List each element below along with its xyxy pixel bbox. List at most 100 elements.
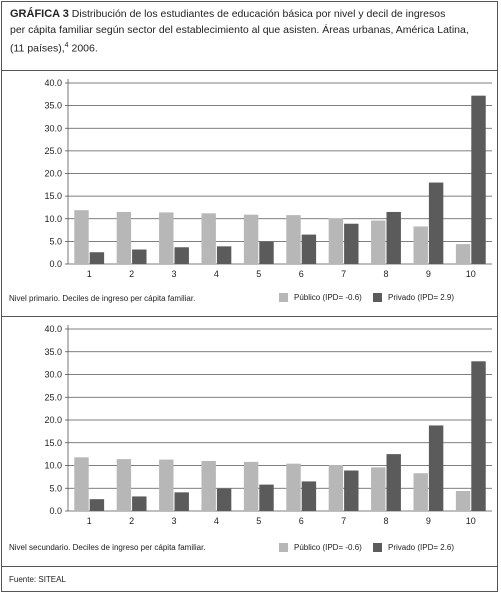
bar-privado <box>386 454 401 511</box>
primary-level-chart: 0.0 5.0 10.0 15.0 20.0 25.0 30.0 35.0 40.0 1 2 3 4 5 6… <box>44 78 492 279</box>
y-tick-label: 20.0 <box>44 415 62 425</box>
title-line-2: per cápita familiar según sector del est… <box>10 24 469 36</box>
bar-publico <box>201 460 216 511</box>
bar-publico <box>328 218 344 264</box>
bar-privado <box>344 470 359 511</box>
legend-label-privado: Privado (IPD= 2.9) <box>388 293 455 302</box>
bar-publico <box>243 461 259 511</box>
legend-privado-secondary: Privado (IPD= 2.6) <box>373 543 454 552</box>
x-tick-label: 8 <box>383 269 388 279</box>
x-tick-label: 5 <box>256 516 261 526</box>
figure-title: GRÁFICA 3 Distribución de los estudiante… <box>10 6 490 57</box>
bar-privado <box>428 425 444 511</box>
divider-top <box>1 70 498 71</box>
x-tick-label: 6 <box>299 516 304 526</box>
y-tick-label: 5.0 <box>49 483 62 493</box>
legend-swatch-publico <box>279 543 288 552</box>
y-tick-label: 35.0 <box>44 347 62 357</box>
x-tick-label: 4 <box>214 516 219 526</box>
x-tick-label: 9 <box>426 516 431 526</box>
y-tick-label: 0.0 <box>49 506 62 516</box>
bar-publico <box>413 226 428 264</box>
x-tick-label: 10 <box>466 269 476 279</box>
y-tick-label: 25.0 <box>44 392 62 402</box>
secondary-footer: Nivel secundario. Deciles de ingreso per… <box>0 531 497 563</box>
bar-publico <box>413 473 428 511</box>
bar-privado <box>471 361 486 511</box>
x-tick-label: 10 <box>466 516 476 526</box>
y-tick-label: 30.0 <box>44 370 62 380</box>
bar-privado <box>259 484 274 511</box>
x-tick-label: 7 <box>341 269 346 279</box>
title-line-1: Distribución de los estudiantes de educa… <box>71 8 446 20</box>
bar-privado <box>132 496 147 511</box>
y-tick-label: 30.0 <box>44 123 62 133</box>
x-tick-label: 3 <box>171 269 176 279</box>
bar-publico <box>74 457 89 511</box>
bar-privado <box>174 492 189 511</box>
bar-publico <box>159 459 174 511</box>
x-tick-label: 3 <box>171 516 176 526</box>
x-tick-label: 5 <box>256 269 261 279</box>
bar-publico <box>371 467 386 511</box>
source-note: Fuente: SITEAL <box>9 575 66 584</box>
bar-publico <box>286 215 301 264</box>
legend-swatch-privado <box>373 543 382 552</box>
bar-privado <box>428 182 444 264</box>
y-tick-label: 5.0 <box>49 236 62 246</box>
secondary-level-chart: 0.0 5.0 10.0 15.0 20.0 25.0 30.0 35.0 40.0 1 2 3 4 5 6… <box>44 324 492 526</box>
divider-bottom <box>1 566 498 567</box>
y-tick-label: 15.0 <box>44 191 62 201</box>
bar-publico <box>74 210 89 264</box>
bar-publico <box>243 214 259 264</box>
legend-privado-primary: Privado (IPD= 2.9) <box>373 293 454 302</box>
bar-privado <box>174 247 189 264</box>
bar-publico <box>116 459 132 511</box>
footnote-marker: 4 <box>64 42 69 49</box>
bar-publico <box>455 490 471 511</box>
bar-privado <box>89 499 105 511</box>
x-tick-label: 2 <box>129 516 134 526</box>
y-tick-label: 0.0 <box>49 259 62 269</box>
x-tick-label: 8 <box>383 516 388 526</box>
y-tick-label: 25.0 <box>44 146 62 156</box>
bar-privado <box>216 246 232 264</box>
legend-swatch-publico <box>279 293 288 302</box>
legend-label-privado: Privado (IPD= 2.6) <box>388 543 455 552</box>
bar-publico <box>371 220 386 264</box>
bar-privado <box>301 234 317 264</box>
divider-middle <box>1 316 498 317</box>
bar-privado <box>89 252 105 264</box>
legend-swatch-privado <box>373 293 382 302</box>
legend-publico-secondary: Público (IPD= -0.6) <box>279 543 362 552</box>
y-tick-label: 35.0 <box>44 101 62 111</box>
y-tick-label: 20.0 <box>44 169 62 179</box>
bar-publico <box>201 213 216 264</box>
primary-caption: Nivel primario. Deciles de ingreso per c… <box>9 294 196 303</box>
y-tick-label: 10.0 <box>44 214 62 224</box>
y-tick-label: 15.0 <box>44 438 62 448</box>
title-year: 2006. <box>71 42 98 55</box>
bar-privado <box>301 481 317 511</box>
title-line-3: (11 países), <box>10 42 65 55</box>
y-tick-label: 40.0 <box>44 78 62 88</box>
bar-publico <box>455 244 471 264</box>
secondary-caption: Nivel secundario. Deciles de ingreso per… <box>9 543 206 552</box>
bar-privado <box>132 249 147 264</box>
bar-privado <box>216 488 232 511</box>
bar-privado <box>386 211 401 264</box>
bar-publico <box>159 212 174 264</box>
y-tick-label: 10.0 <box>44 461 62 471</box>
legend-label-publico: Público (IPD= -0.6) <box>294 293 362 302</box>
legend-publico-primary: Público (IPD= -0.6) <box>279 293 362 302</box>
bar-publico <box>116 211 132 264</box>
bar-publico <box>286 463 301 511</box>
x-tick-label: 2 <box>129 269 134 279</box>
x-tick-label: 1 <box>87 269 92 279</box>
x-tick-label: 6 <box>299 269 304 279</box>
bar-privado <box>344 223 359 264</box>
bar-privado <box>471 95 486 264</box>
figure-number: GRÁFICA 3 <box>10 8 69 20</box>
x-tick-label: 1 <box>87 516 92 526</box>
